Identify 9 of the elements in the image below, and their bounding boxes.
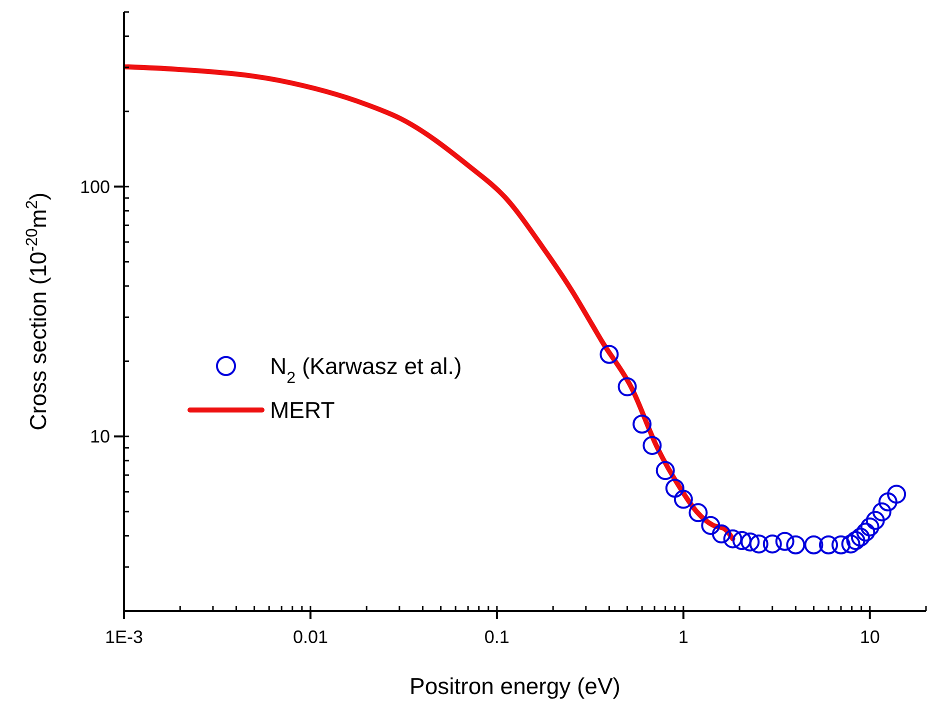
legend-label: MERT bbox=[270, 397, 335, 424]
x-tick-label: 1 bbox=[678, 627, 688, 647]
x-tick-label: 10 bbox=[860, 627, 880, 647]
y-tick-label: 100 bbox=[80, 176, 110, 197]
x-tick-label: 0.1 bbox=[484, 627, 510, 647]
x-tick-label: 1E-3 bbox=[104, 627, 144, 647]
x-axis-title: Positron energy (eV) bbox=[410, 673, 620, 699]
x-tick-label: 0.01 bbox=[292, 627, 328, 647]
legend-label: N$_{2}$ (Karwasz et al.) bbox=[270, 353, 462, 388]
